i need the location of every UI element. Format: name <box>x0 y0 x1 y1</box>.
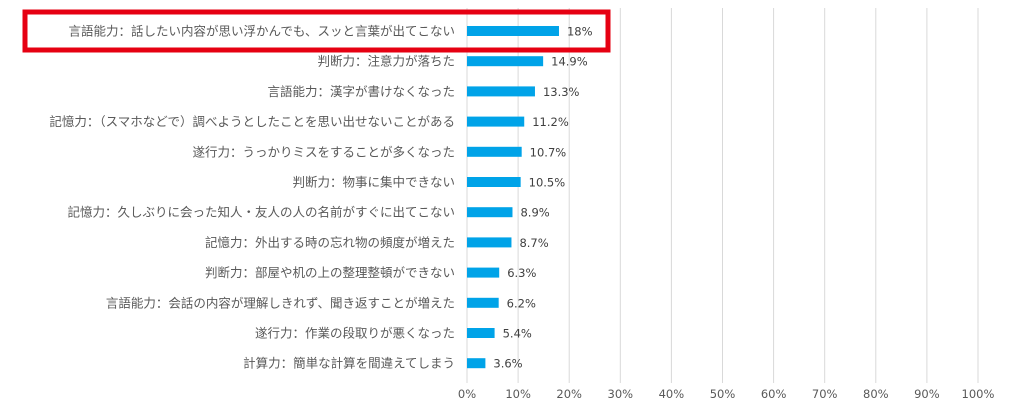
x-tick-label: 60% <box>761 387 787 401</box>
category-labels: 言語能力：話したい内容が思い浮かんでも、スッと言葉が出てこない判断力：注意力が落… <box>49 24 455 371</box>
x-tick-label: 30% <box>608 387 634 401</box>
bar <box>467 297 499 308</box>
bar <box>467 26 559 36</box>
bar <box>467 146 522 157</box>
value-label: 13.3% <box>543 85 580 99</box>
gridlines <box>466 8 979 383</box>
bar <box>467 116 525 127</box>
value-label: 14.9% <box>551 55 588 69</box>
value-label: 6.2% <box>507 296 536 310</box>
category-label: 記憶力：（スマホなどで）調べようとしたことを思い出せないことがある <box>49 114 455 129</box>
category-label: 判断力：部屋や机の上の整理整頓ができない <box>205 265 455 280</box>
category-label: 記憶力：久しぶりに会った知人・友人の人の名前がすぐに出てこない <box>67 205 455 220</box>
value-label: 10.7% <box>530 145 567 159</box>
value-label: 3.6% <box>493 357 522 371</box>
bar <box>467 358 486 369</box>
bar <box>467 267 500 278</box>
value-label: 8.9% <box>520 206 549 220</box>
x-tick-label: 100% <box>962 387 995 401</box>
value-label: 10.5% <box>529 176 566 190</box>
bar <box>467 56 544 67</box>
value-labels: 18% 14.9% 13.3% 11.2% 10.7% 10.5% 8.9% 8.7% 6.3%… <box>493 25 592 371</box>
bar <box>467 328 495 338</box>
bar <box>467 86 535 97</box>
category-label: 言語能力：話したい内容が思い浮かんでも、スッと言葉が出てこない <box>68 24 455 39</box>
category-label: 判断力：物事に集中できない <box>292 175 455 190</box>
category-label: 計算力：簡単な計算を間違えてしまう <box>243 356 455 371</box>
x-tick-label: 20% <box>556 387 582 401</box>
x-tick-label: 40% <box>659 387 685 401</box>
x-tick-label: 70% <box>812 387 838 401</box>
category-label: 言語能力：会話の内容が理解しきれず、聞き返すことが増えた <box>106 295 455 310</box>
bar <box>467 177 521 187</box>
x-tick-label: 80% <box>863 387 889 401</box>
value-label: 8.7% <box>519 236 548 250</box>
value-label: 11.2% <box>532 115 569 129</box>
bar <box>467 237 512 248</box>
x-tick-label: 90% <box>914 387 940 401</box>
x-tick-label: 10% <box>505 387 531 401</box>
value-label: 18% <box>567 25 593 39</box>
category-label: 遂行力：作業の段取りが悪くなった <box>255 326 455 341</box>
category-label: 記憶力：外出する時の忘れ物の頻度が増えた <box>205 235 455 250</box>
highlight-layer <box>22 9 611 53</box>
highlight-box <box>22 9 611 53</box>
category-label: 遂行力：うっかりミスをすることが多くなった <box>192 144 455 159</box>
x-tick-label: 0% <box>458 387 476 401</box>
category-label: 言語能力：漢字が書けなくなった <box>267 84 455 99</box>
x-axis-tick-labels: 0% 10% 20% 30% 40% 50% 60% 70% 80% 90% 100% <box>458 387 995 401</box>
x-tick-label: 50% <box>710 387 736 401</box>
value-label: 5.4% <box>503 327 532 341</box>
bar <box>467 207 513 218</box>
category-label: 判断力：注意力が落ちた <box>317 54 455 69</box>
bars <box>467 26 559 369</box>
value-label: 6.3% <box>507 266 536 280</box>
